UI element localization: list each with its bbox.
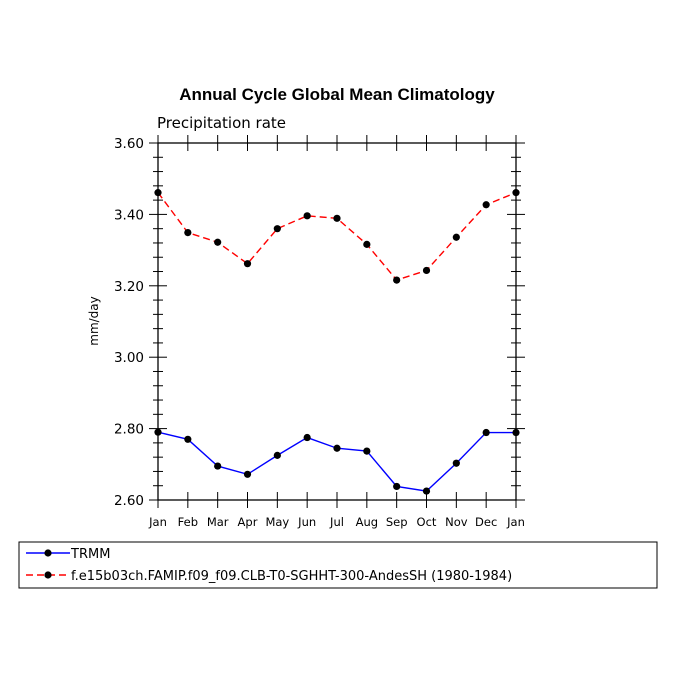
series-1-point xyxy=(482,428,490,437)
x-tick-label: Oct xyxy=(417,515,437,529)
x-tick-label: Nov xyxy=(445,515,468,529)
series-1-point xyxy=(452,459,460,467)
series-line-1 xyxy=(157,431,516,492)
y-axis-label: mm/day xyxy=(87,296,101,346)
series-1-point xyxy=(333,444,341,452)
series-2-point xyxy=(303,212,311,220)
x-tick-label: Jul xyxy=(329,515,344,529)
series-1-point xyxy=(512,428,520,437)
x-tick-label: Dec xyxy=(475,515,497,529)
series-1-point xyxy=(214,462,222,470)
series-1-point xyxy=(422,487,431,495)
series-2-point xyxy=(154,189,162,197)
series-2-point xyxy=(243,260,252,268)
x-tick-label: May xyxy=(265,515,289,529)
y-tick-label: 3.40 xyxy=(114,207,144,223)
series-2-point xyxy=(184,229,192,237)
series-1-point xyxy=(154,428,162,436)
series-1-point xyxy=(243,470,252,478)
chart-title: Annual Cycle Global Mean Climatology xyxy=(179,85,495,104)
y-tick-label: 2.80 xyxy=(114,422,144,438)
x-tick-label: Feb xyxy=(178,515,198,529)
series-2-point xyxy=(482,201,490,209)
series-1-point xyxy=(393,482,401,491)
series-2-point xyxy=(273,225,281,233)
legend-box xyxy=(18,541,658,589)
series-2-point xyxy=(333,214,341,222)
series-1-point xyxy=(184,435,192,443)
series-1-point xyxy=(363,447,371,455)
series-2-point xyxy=(422,266,431,275)
x-tick-label: Aug xyxy=(356,515,378,529)
series-1-point xyxy=(303,433,311,442)
series-2-point xyxy=(214,238,222,246)
series-2-point xyxy=(512,189,520,197)
y-tick-label: 3.60 xyxy=(114,136,144,152)
x-tick-label: Jan xyxy=(148,515,167,529)
series-2-point xyxy=(363,240,371,248)
series-2-point xyxy=(393,276,401,284)
x-tick-label: Sep xyxy=(386,515,408,529)
legend-label-2: f.e15b03ch.FAMIP.f09_f09.CLB-T0-SGHHT-30… xyxy=(71,569,512,584)
x-tick-label: Jan xyxy=(506,515,525,529)
legend-marker-1 xyxy=(44,549,52,557)
y-tick-label: 3.00 xyxy=(114,350,144,366)
series-2-point xyxy=(452,233,460,241)
series-1-point xyxy=(273,451,281,459)
chart-subtitle: Precipitation rate xyxy=(157,114,286,132)
y-tick-label: 2.60 xyxy=(114,493,144,509)
series-line-2 xyxy=(157,191,517,281)
series-layer xyxy=(154,189,520,495)
legend-marker-2 xyxy=(44,571,52,579)
x-tick-label: Jun xyxy=(297,515,316,529)
legend: TRMM f.e15b03ch.FAMIP.f09_f09.CLB-T0-SGHH… xyxy=(26,547,512,584)
axes-ticks: 3.60 3.40 3.20 3.00 2.80 2.60 Jan Feb Mar Apr May J… xyxy=(114,135,525,529)
x-tick-label: Apr xyxy=(238,515,258,529)
legend-label-1: TRMM xyxy=(70,547,110,562)
y-tick-label: 3.20 xyxy=(114,279,144,295)
x-tick-label: Mar xyxy=(207,515,229,529)
